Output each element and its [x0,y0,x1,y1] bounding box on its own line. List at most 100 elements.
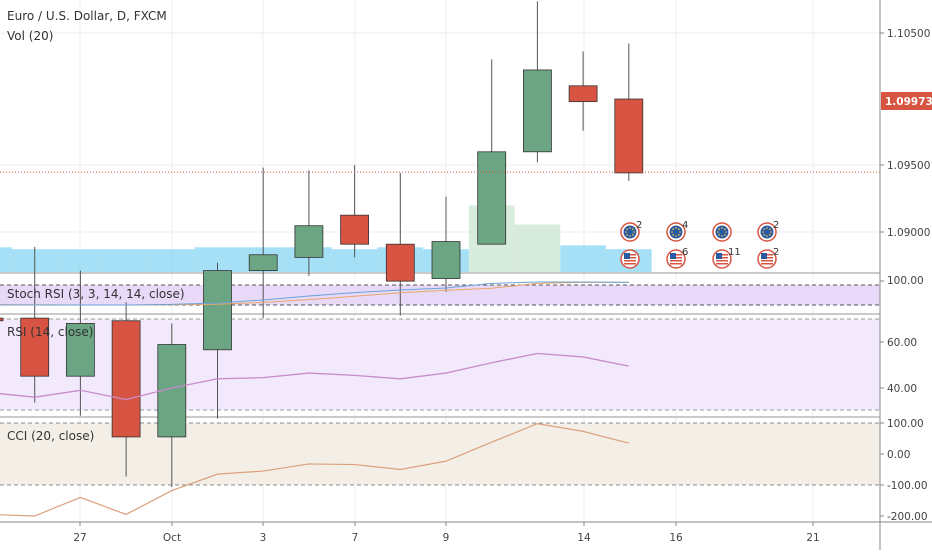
candle [340,165,370,258]
event-count-label: 2 [773,247,779,258]
us-event-icon: 2 [757,247,779,269]
cci-line [0,422,629,517]
event-count-label: 11 [728,247,741,258]
us-canton [670,253,676,259]
eu-star [721,235,723,237]
eu-star [766,227,768,229]
us-event-icon [620,249,640,269]
eu-star [671,231,673,233]
volume-label: Vol (20) [7,29,53,43]
eu-star [632,228,634,230]
x-tick-label: 9 [443,532,450,544]
x-tick-label: 21 [806,532,819,544]
y-tick-label: 1.10500 [887,28,930,40]
eu-star [721,227,723,229]
x-tick-label: 16 [669,532,683,544]
candle [111,302,141,477]
candle-body [614,98,644,174]
candle [0,317,4,322]
eu-star [770,231,772,233]
us-stripe [761,260,773,262]
eu-star [724,234,726,236]
stoch-rsi-label: Stoch RSI (3, 3, 14, 14, close) [7,287,185,301]
volume-bar [560,245,606,272]
volume-bar [103,249,149,272]
volume-bar [0,247,12,272]
eu-star [675,227,677,229]
eu-event-icon [712,222,732,242]
candle [431,196,461,292]
eu-star [625,231,627,233]
stoch-rsi-k-line [0,281,629,306]
stoch-y-tick-label: 100.00 [887,275,924,287]
candle-body [248,254,278,271]
indicator-series [0,281,629,517]
candle [20,246,50,403]
candle [614,43,644,181]
eu-star [672,234,674,236]
eu-star [632,234,634,236]
eu-star [678,234,680,236]
candle-body [294,225,324,258]
eu-event-icon: 2 [757,220,779,242]
us-stripe [624,263,636,265]
candle-body [340,214,370,245]
symbol-label: Euro / U.S. Dollar, D, FXCM [7,9,167,23]
x-tick-label: Oct [163,532,181,544]
candle-body [568,85,598,103]
candle [523,1,552,163]
candle-series [0,1,644,488]
y-tick-label: 1.09500 [887,160,930,172]
us-stripe [670,263,682,265]
volume-series [0,205,652,272]
candle-body [20,317,50,377]
eu-star [717,231,719,233]
cci-y-tick-label: -200.00 [887,511,928,523]
us-canton [624,253,630,259]
candle [157,323,187,488]
eu-star [718,228,720,230]
rsi-y-tick-label: 40.00 [887,383,917,395]
candle [568,51,598,131]
rsi-line [0,352,629,401]
x-tick-label: 27 [73,532,86,544]
candle-body [385,243,415,282]
eu-star [672,228,674,230]
us-stripe [670,260,682,262]
eu-star [769,234,771,236]
eu-star [724,228,726,230]
us-stripe [716,260,728,262]
candle [203,262,232,419]
rsi-y-tick-label: 60.00 [887,337,917,349]
candle [385,172,415,316]
eu-star [626,228,628,230]
us-canton [761,253,767,259]
volume-bar [514,224,561,272]
x-tick-label: 7 [352,532,359,544]
candle [248,167,278,319]
event-count-label: 6 [682,247,688,258]
event-count-label: 2 [773,220,779,231]
us-event-icon: 11 [712,247,741,269]
cci-y-tick-label: 0.00 [887,449,910,461]
eu-star [678,228,680,230]
cci-y-tick-label: 100.00 [887,418,924,430]
us-stripe [624,260,636,262]
candle-body [523,69,552,153]
candle-body [203,270,232,351]
eu-star [679,231,681,233]
cci-label: CCI (20, close) [7,429,94,443]
candle [66,270,95,416]
economic-events: 2 4 2 6 11 2 [620,220,779,269]
us-stripe [716,263,728,265]
price-tag-text: 1.09973 [885,96,932,108]
eu-star [633,231,635,233]
candle [294,170,324,276]
x-tick-label: 14 [577,532,591,544]
eu-star [629,235,631,237]
us-canton [716,253,722,259]
us-event-icon: 6 [666,247,688,269]
candle-body [66,322,95,377]
